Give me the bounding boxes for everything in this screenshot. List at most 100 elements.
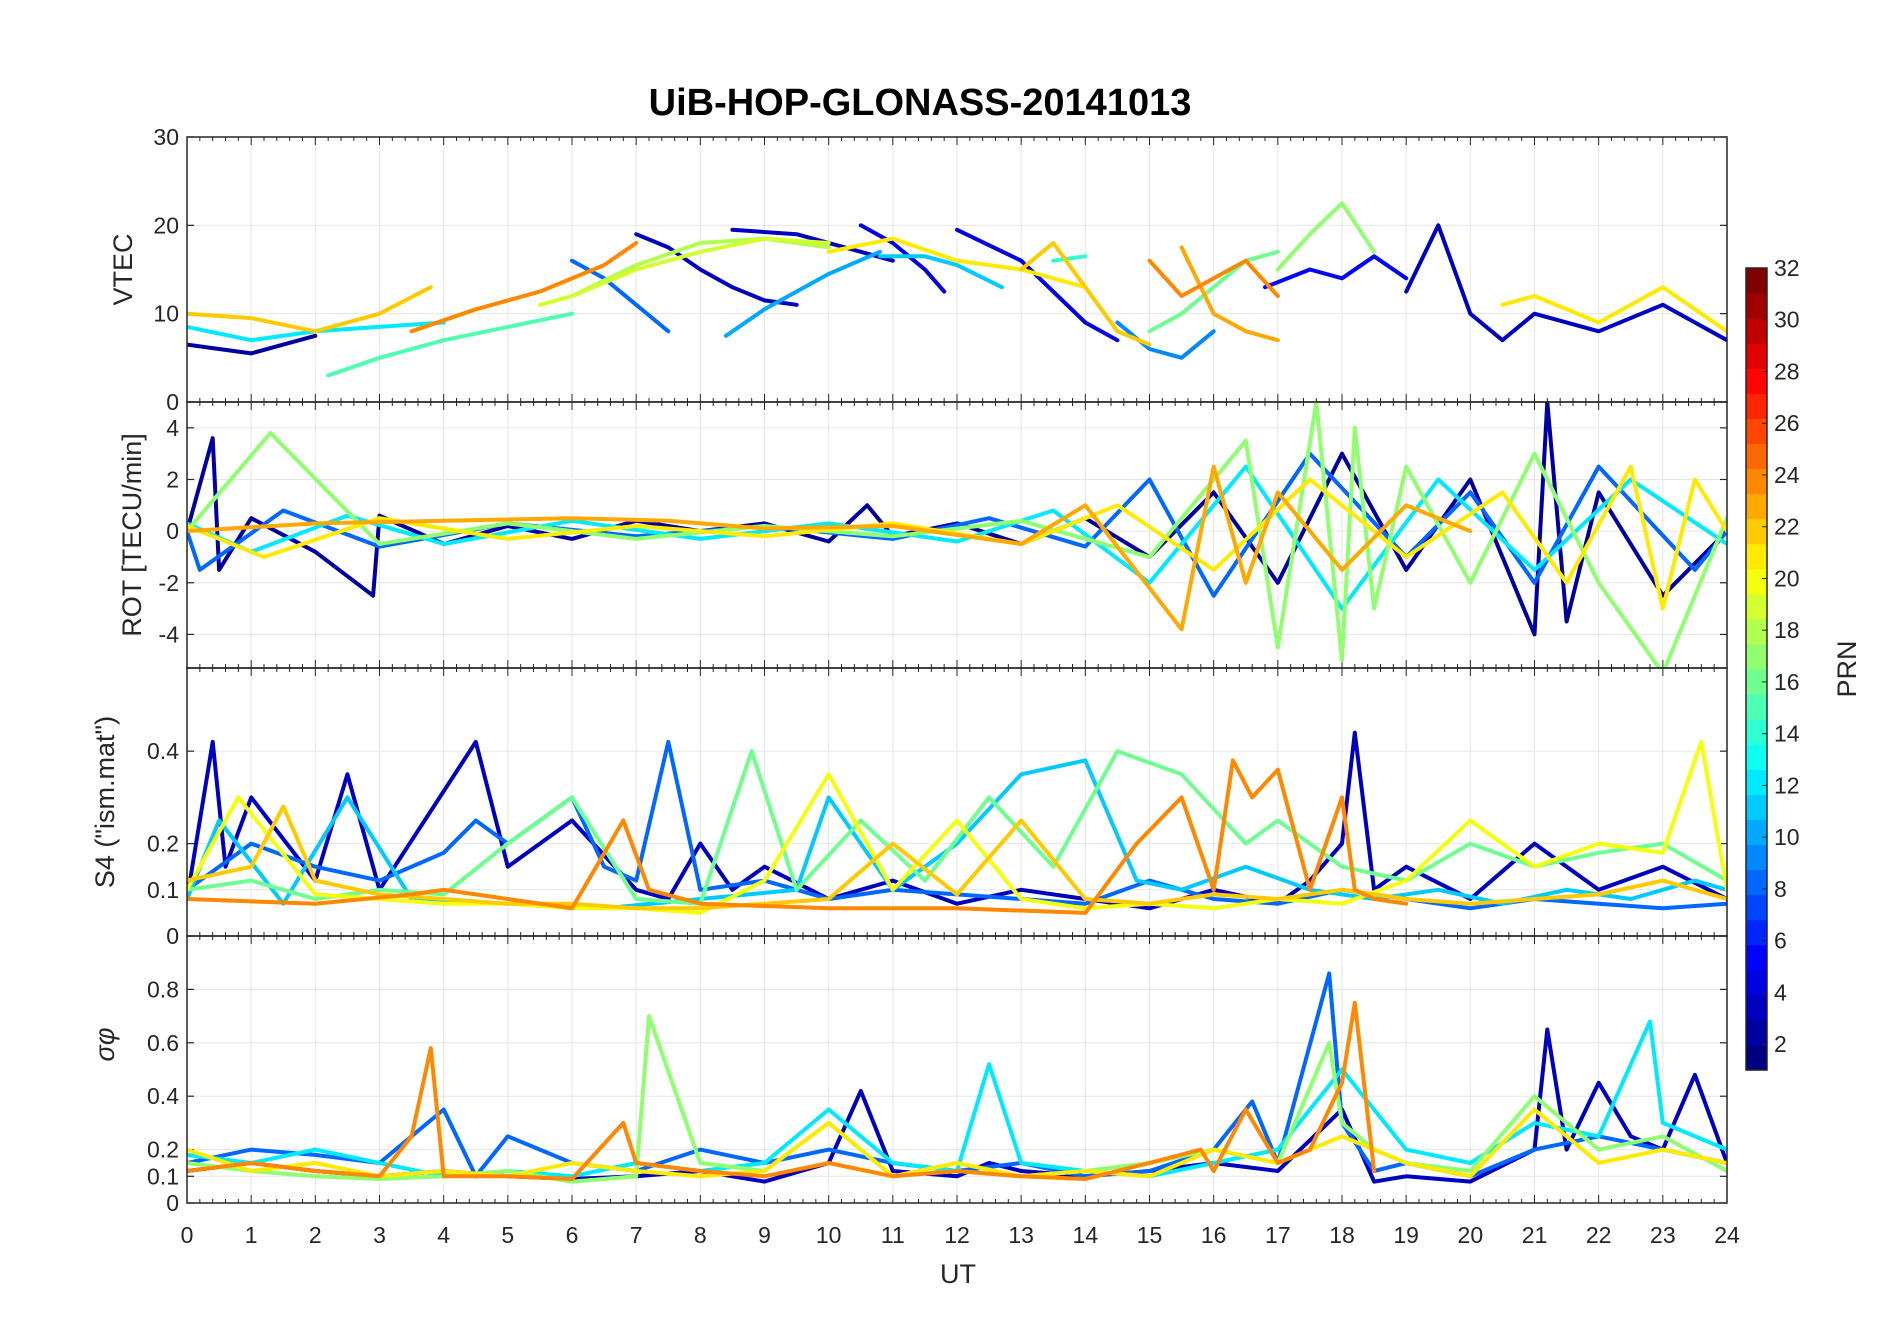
y-tick-label: 0 [166, 518, 179, 544]
x-tick-label: 14 [1073, 1222, 1099, 1248]
colorbar-swatch [1746, 919, 1767, 946]
colorbar-swatch [1746, 618, 1767, 645]
y-tick-label: 0 [166, 1190, 179, 1216]
series-line-prn-22 [1019, 241, 1152, 347]
chart-title: UiB-HOP-GLONASS-20141013 [649, 82, 1192, 124]
colorbar-tick-label: 32 [1774, 255, 1800, 281]
y-tick-label: -2 [159, 570, 179, 596]
series-line-prn-8 [187, 739, 1727, 911]
x-tick-label: 11 [881, 1222, 905, 1248]
colorbar-swatch [1746, 568, 1767, 595]
series-line-prn-16 [1147, 249, 1280, 334]
y-tick-label: 10 [153, 301, 179, 327]
colorbar-swatch [1746, 293, 1767, 319]
colorbar-label: PRN [1832, 640, 1862, 697]
x-tick-label: 13 [1008, 1222, 1034, 1248]
y-tick-label: 0.1 [147, 877, 179, 903]
y-tick-label: 2 [166, 466, 179, 492]
series-group [187, 730, 1727, 915]
x-tick-label: 10 [816, 1222, 842, 1248]
y-tick-label: -4 [159, 621, 180, 647]
x-tick-label: 20 [1458, 1222, 1484, 1248]
series-line-prn-21 [1500, 285, 1727, 334]
colorbar-swatch [1746, 418, 1767, 445]
y-tick-label: 30 [153, 124, 179, 150]
colorbar-swatch [1746, 593, 1767, 620]
y-tick-label: 0.2 [147, 831, 179, 857]
colorbar-tick-label: 28 [1774, 358, 1800, 384]
x-tick-label: 7 [630, 1222, 643, 1248]
y-tick-label: 0 [166, 923, 179, 949]
series-line-prn-24 [187, 758, 1409, 915]
series-line-prn-24 [187, 1000, 1377, 1181]
colorbar-swatch [1746, 443, 1767, 470]
colorbar-swatch [1746, 969, 1767, 996]
y-tick-label: 0.8 [147, 976, 179, 1002]
series-line-prn-9 [1115, 320, 1216, 360]
colorbar-tick-label: 22 [1774, 514, 1800, 540]
colorbar-swatch [1746, 944, 1767, 971]
x-tick-label: 16 [1201, 1222, 1227, 1248]
series-line-prn-3 [634, 232, 799, 307]
x-tick-label: 12 [944, 1222, 970, 1248]
colorbar-swatch [1746, 719, 1767, 745]
panel-VTEC: 0 10 20 30 VTEC [108, 124, 1728, 415]
series-line-prn-21 [187, 464, 1727, 611]
colorbar-swatch [1746, 393, 1767, 419]
y-tick-label: 0 [166, 389, 179, 415]
x-tick-label: 22 [1586, 1222, 1612, 1248]
x-tick-label: 3 [373, 1222, 386, 1248]
colorbar-swatch [1746, 543, 1767, 570]
x-tick-label: 17 [1265, 1222, 1291, 1248]
series-group [187, 201, 1727, 378]
series-line-prn-17 [187, 402, 1727, 668]
x-tick-label: 9 [758, 1222, 771, 1248]
series-line-prn-4 [955, 227, 1120, 343]
colorbar-tick-label: 18 [1774, 617, 1800, 643]
series-line-prn-5 [1263, 254, 1409, 290]
panel-ROT: -4 -2 0 2 4 ROT [TECU/min] [117, 401, 1728, 669]
colorbar-tick-label: 26 [1774, 410, 1800, 436]
series-line-prn-15 [326, 311, 574, 378]
colorbar-swatch [1746, 819, 1767, 846]
x-tick-label: 18 [1329, 1222, 1355, 1248]
colorbar-tick-label: 8 [1774, 876, 1787, 902]
y-tick-label: 0.2 [147, 1137, 179, 1163]
x-tick-label: 21 [1522, 1222, 1548, 1248]
colorbar-swatch [1746, 694, 1767, 720]
panel-frame [186, 935, 1728, 1204]
series-line-prn-8 [570, 258, 671, 334]
colorbar-tick-label: 6 [1774, 928, 1787, 954]
series-line-prn-8 [187, 451, 1727, 598]
colorbar-swatch [1746, 669, 1767, 695]
colorbar-swatch [1746, 994, 1767, 1021]
colorbar-tick-label: 24 [1774, 462, 1800, 488]
colorbar-tick-label: 30 [1774, 307, 1800, 333]
series-line-prn-16 [187, 749, 1727, 906]
x-tick-label: 4 [437, 1222, 450, 1248]
colorbar-swatch [1746, 869, 1767, 896]
colorbar-swatch [1746, 643, 1767, 670]
colorbar-swatch [1746, 794, 1767, 820]
colorbar-swatch [1746, 744, 1767, 770]
series-line-prn-3 [1404, 223, 1727, 343]
series-line-prn-2 [187, 333, 318, 356]
colorbar-tick-label: 10 [1774, 824, 1800, 850]
colorbar-swatch [1746, 343, 1767, 369]
panel-S4: 0 0.1 0.2 0.4 S4 ("ism.mat") [90, 667, 1728, 949]
colorbar-swatch [1746, 468, 1767, 495]
colorbar-tick-label: 2 [1774, 1031, 1787, 1057]
y-tick-label: 0.4 [147, 738, 179, 764]
colorbar-tick-label: 14 [1774, 721, 1800, 747]
y-tick-label: 20 [153, 212, 179, 238]
colorbar-swatch [1746, 268, 1767, 294]
series-line-prn-10 [724, 249, 882, 338]
colorbar-frame [1745, 267, 1768, 1071]
series-group [187, 971, 1727, 1184]
series-line-prn-22 [187, 285, 433, 334]
colorbar-swatch [1746, 318, 1767, 344]
series-line-prn-17 [1275, 201, 1377, 272]
series-line-prn-21 [826, 236, 1088, 290]
x-tick-label: 8 [694, 1222, 707, 1248]
series-line-prn-24 [1147, 258, 1280, 298]
